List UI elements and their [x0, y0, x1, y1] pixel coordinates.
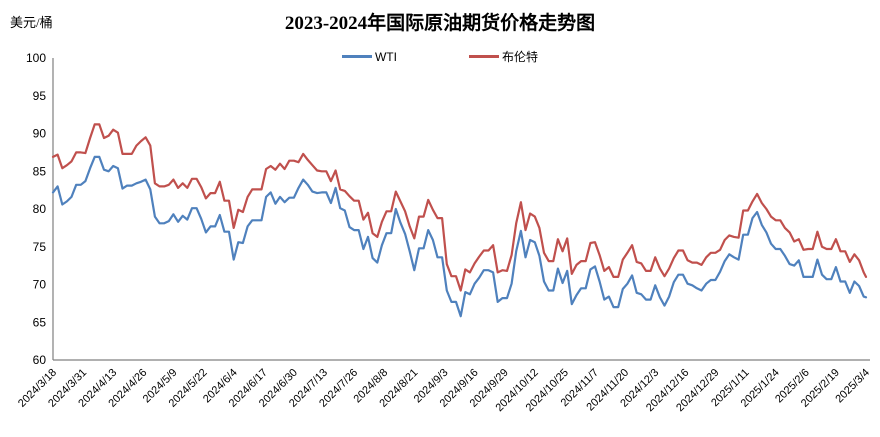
chart-legend: WTI 布伦特 [0, 48, 880, 65]
y-tick-label: 100 [26, 51, 46, 65]
wti-price-line [51, 155, 868, 318]
y-axis-unit-label: 美元/桶 [10, 15, 53, 30]
y-tick-label: 85 [33, 164, 47, 178]
legend-item-brent: 布伦特 [468, 48, 538, 65]
brent-price-line [51, 123, 868, 292]
brent-line-swatch-icon [468, 55, 499, 58]
legend-label-brent: 布伦特 [501, 50, 538, 64]
y-tick-label: 90 [33, 127, 47, 141]
y-tick-label: 95 [33, 89, 47, 103]
wti-line-swatch-icon [341, 55, 372, 58]
legend-label-wti: WTI [374, 49, 397, 64]
legend-item-wti: WTI [341, 49, 397, 64]
y-tick-label: 70 [33, 278, 47, 292]
chart-title: 2023-2024年国际原油期货价格走势图 [284, 13, 596, 34]
y-tick-label: 60 [33, 353, 47, 367]
y-tick-label: 65 [33, 315, 47, 329]
y-tick-label: 75 [33, 240, 47, 254]
y-tick-label: 80 [33, 202, 47, 216]
